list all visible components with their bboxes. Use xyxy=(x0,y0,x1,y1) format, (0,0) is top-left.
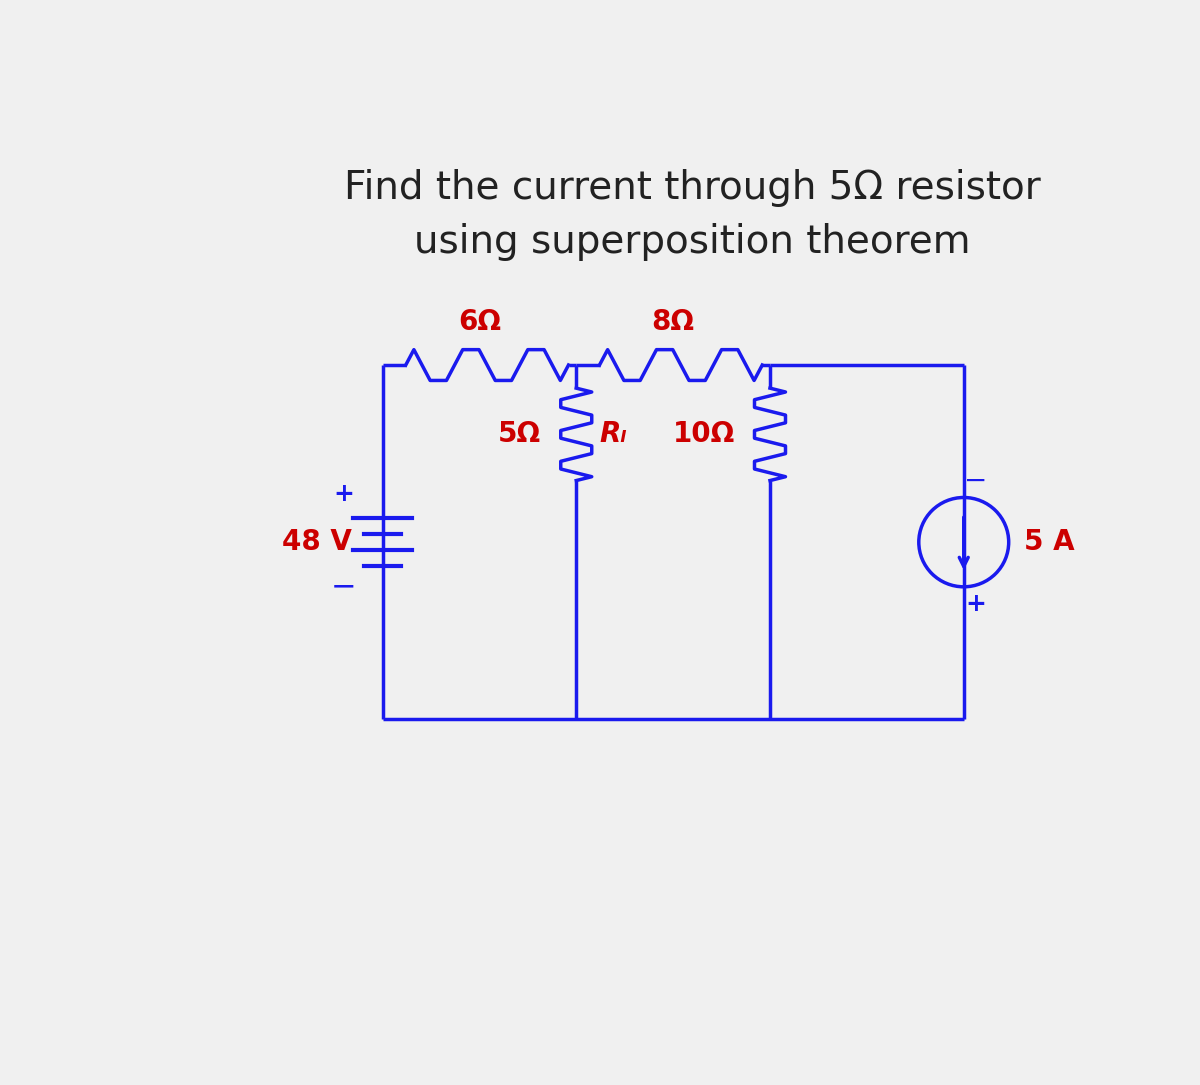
Text: 6Ω: 6Ω xyxy=(458,308,500,335)
Text: −: − xyxy=(964,467,986,495)
Text: Find the current through 5Ω resistor: Find the current through 5Ω resistor xyxy=(344,169,1040,207)
Text: 10Ω: 10Ω xyxy=(673,420,736,448)
Text: 8Ω: 8Ω xyxy=(652,308,695,335)
Text: +: + xyxy=(334,483,354,507)
Text: 5Ω: 5Ω xyxy=(498,420,541,448)
Text: Rₗ: Rₗ xyxy=(600,420,628,448)
Text: −: − xyxy=(331,572,356,601)
Text: using superposition theorem: using superposition theorem xyxy=(414,222,971,260)
Text: +: + xyxy=(965,591,986,616)
Text: 48 V: 48 V xyxy=(282,528,352,557)
Text: 5 A: 5 A xyxy=(1024,528,1075,557)
